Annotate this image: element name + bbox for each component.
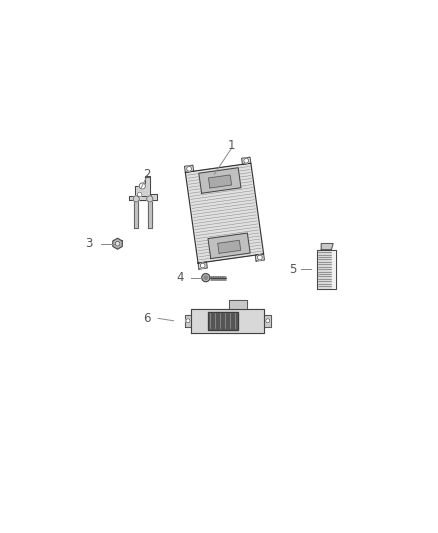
Circle shape — [139, 183, 145, 189]
Polygon shape — [332, 249, 336, 289]
Circle shape — [200, 263, 205, 268]
Polygon shape — [208, 312, 238, 330]
Circle shape — [187, 166, 191, 171]
Polygon shape — [191, 309, 265, 333]
Circle shape — [115, 241, 120, 246]
Polygon shape — [185, 163, 264, 263]
Polygon shape — [229, 301, 247, 309]
Polygon shape — [265, 314, 271, 327]
Polygon shape — [208, 233, 250, 259]
Text: 1: 1 — [227, 139, 235, 152]
Text: 3: 3 — [85, 237, 92, 250]
Polygon shape — [130, 195, 156, 199]
Circle shape — [204, 276, 208, 279]
Polygon shape — [184, 165, 194, 172]
Polygon shape — [255, 254, 265, 261]
Polygon shape — [317, 249, 336, 289]
Polygon shape — [198, 262, 207, 269]
Polygon shape — [218, 240, 241, 253]
Text: 4: 4 — [177, 271, 184, 284]
Polygon shape — [184, 314, 191, 327]
Polygon shape — [321, 244, 333, 249]
Circle shape — [244, 158, 249, 163]
Polygon shape — [242, 157, 251, 164]
Polygon shape — [199, 168, 241, 193]
Circle shape — [266, 319, 270, 323]
Polygon shape — [113, 238, 122, 249]
Circle shape — [258, 255, 262, 260]
Circle shape — [137, 192, 142, 197]
Circle shape — [147, 196, 153, 202]
Text: 5: 5 — [289, 263, 296, 276]
Text: 6: 6 — [143, 312, 150, 325]
Polygon shape — [208, 175, 232, 188]
Circle shape — [186, 319, 190, 323]
Text: 2: 2 — [143, 167, 150, 181]
Polygon shape — [148, 199, 152, 229]
Circle shape — [133, 196, 139, 202]
Polygon shape — [134, 199, 138, 229]
Circle shape — [202, 273, 210, 282]
Polygon shape — [134, 176, 150, 199]
